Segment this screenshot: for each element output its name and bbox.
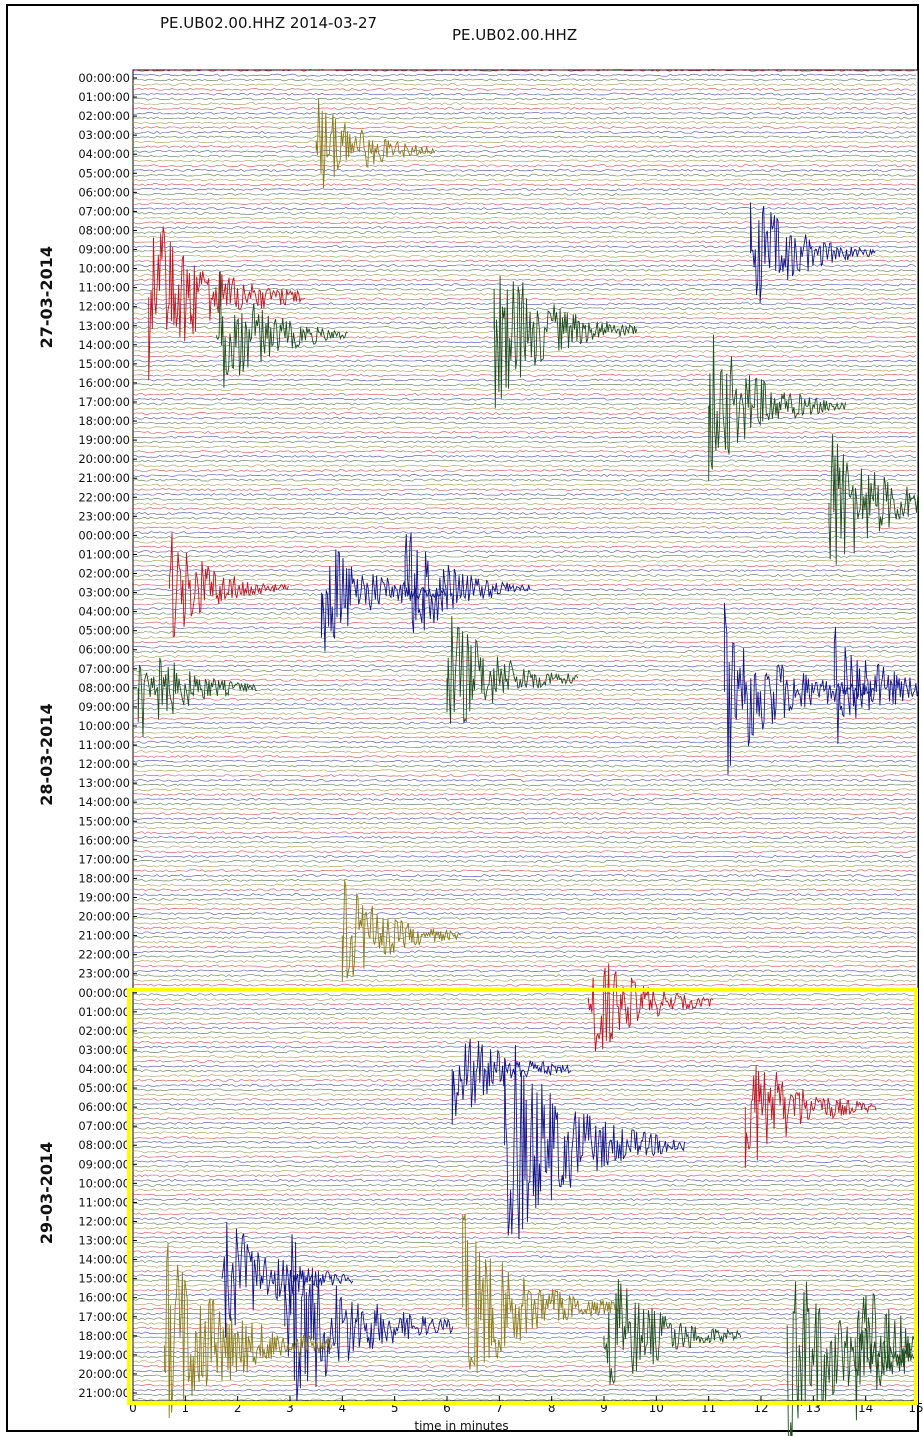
y-tick-label: 13:00:00 — [78, 1234, 130, 1248]
y-tick-label: 16:00:00 — [78, 376, 130, 390]
y-tick-label: 06:00:00 — [78, 643, 130, 657]
day-label: 28-03-2014 — [37, 703, 56, 805]
y-tick-label: 23:00:00 — [78, 509, 130, 523]
y-tick-label: 03:00:00 — [78, 586, 130, 600]
y-tick-label: 01:00:00 — [78, 90, 130, 104]
y-tick-label: 18:00:00 — [78, 871, 130, 885]
y-tick-label: 12:00:00 — [78, 1215, 130, 1229]
y-tick-label: 02:00:00 — [78, 109, 130, 123]
y-tick-label: 12:00:00 — [78, 300, 130, 314]
y-tick-label: 09:00:00 — [78, 700, 130, 714]
y-tick-label: 11:00:00 — [78, 1195, 130, 1209]
y-tick-label: 00:00:00 — [78, 528, 130, 542]
y-tick-label: 05:00:00 — [78, 624, 130, 638]
y-tick-label: 10:00:00 — [78, 719, 130, 733]
y-tick-label: 03:00:00 — [78, 128, 130, 142]
y-tick-label: 23:00:00 — [78, 967, 130, 981]
y-tick-label: 07:00:00 — [78, 1119, 130, 1133]
y-tick-label: 20:00:00 — [78, 1367, 130, 1381]
y-tick-label: 07:00:00 — [78, 662, 130, 676]
y-tick-label: 02:00:00 — [78, 567, 130, 581]
y-tick-label: 18:00:00 — [78, 1329, 130, 1343]
y-tick-label: 22:00:00 — [78, 948, 130, 962]
y-tick-label: 21:00:00 — [78, 471, 130, 485]
y-tick-label: 21:00:00 — [78, 929, 130, 943]
y-tick-label: 19:00:00 — [78, 891, 130, 905]
y-tick-label: 05:00:00 — [78, 166, 130, 180]
y-tick-label: 17:00:00 — [78, 852, 130, 866]
y-tick-label: 14:00:00 — [78, 795, 130, 809]
y-tick-label: 14:00:00 — [78, 1253, 130, 1267]
y-tick-label: 22:00:00 — [78, 490, 130, 504]
day-labels: 27-03-2014 28-03-2014 29-03-2014 — [37, 246, 56, 1244]
y-tick-label: 08:00:00 — [78, 224, 130, 238]
y-tick-label: 16:00:00 — [78, 833, 130, 847]
y-tick-label: 06:00:00 — [78, 185, 130, 199]
y-tick-label: 16:00:00 — [78, 1291, 130, 1305]
y-tick-label: 07:00:00 — [78, 204, 130, 218]
x-axis-label: time in minutes — [0, 1419, 923, 1433]
y-tick-label: 09:00:00 — [78, 1157, 130, 1171]
y-tick-label: 12:00:00 — [78, 757, 130, 771]
y-tick-label: 11:00:00 — [78, 738, 130, 752]
y-tick-label: 04:00:00 — [78, 1062, 130, 1076]
y-tick-label: 00:00:00 — [78, 71, 130, 85]
y-tick-label: 14:00:00 — [78, 338, 130, 352]
y-tick-label: 19:00:00 — [78, 1348, 130, 1362]
y-tick-label: 21:00:00 — [78, 1386, 130, 1400]
day-label: 27-03-2014 — [37, 246, 56, 348]
y-tick-label: 20:00:00 — [78, 452, 130, 466]
y-tick-label: 11:00:00 — [78, 281, 130, 295]
y-tick-label: 13:00:00 — [78, 776, 130, 790]
y-tick-label: 00:00:00 — [78, 986, 130, 1000]
y-tick-label: 01:00:00 — [78, 547, 130, 561]
y-tick-label: 20:00:00 — [78, 910, 130, 924]
y-tick-label: 13:00:00 — [78, 319, 130, 333]
y-tick-label: 17:00:00 — [78, 395, 130, 409]
y-tick-label: 15:00:00 — [78, 357, 130, 371]
y-tick-label: 04:00:00 — [78, 605, 130, 619]
y-tick-label: 15:00:00 — [78, 814, 130, 828]
y-tick-label: 01:00:00 — [78, 1005, 130, 1019]
y-tick-label: 04:00:00 — [78, 147, 130, 161]
y-tick-label: 02:00:00 — [78, 1024, 130, 1038]
y-tick-label: 06:00:00 — [78, 1100, 130, 1114]
day-label: 29-03-2014 — [37, 1142, 56, 1244]
y-tick-label: 15:00:00 — [78, 1272, 130, 1286]
y-tick-label: 09:00:00 — [78, 243, 130, 257]
y-tick-label: 17:00:00 — [78, 1310, 130, 1324]
y-tick-label: 18:00:00 — [78, 414, 130, 428]
y-tick-label: 08:00:00 — [78, 1138, 130, 1152]
y-tick-label: 05:00:00 — [78, 1081, 130, 1095]
y-tick-label: 10:00:00 — [78, 262, 130, 276]
y-tick-label: 10:00:00 — [78, 1176, 130, 1190]
y-tick-label: 03:00:00 — [78, 1043, 130, 1057]
y-tick-label: 19:00:00 — [78, 433, 130, 447]
y-tick-label: 08:00:00 — [78, 681, 130, 695]
